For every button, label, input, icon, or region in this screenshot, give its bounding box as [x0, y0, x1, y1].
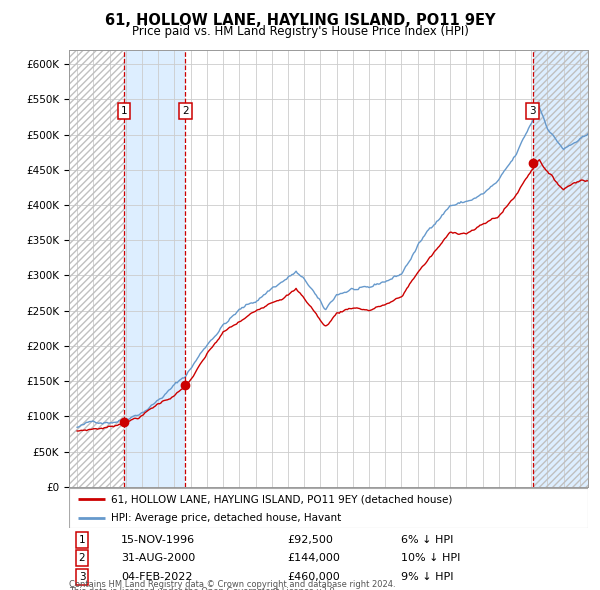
- FancyBboxPatch shape: [69, 488, 588, 528]
- Text: 31-AUG-2000: 31-AUG-2000: [121, 553, 195, 563]
- Text: 04-FEB-2022: 04-FEB-2022: [121, 572, 193, 582]
- Text: HPI: Average price, detached house, Havant: HPI: Average price, detached house, Hava…: [110, 513, 341, 523]
- Text: 1: 1: [121, 106, 127, 116]
- Text: 10% ↓ HPI: 10% ↓ HPI: [401, 553, 461, 563]
- Text: 3: 3: [529, 106, 536, 116]
- Text: Contains HM Land Registry data © Crown copyright and database right 2024.: Contains HM Land Registry data © Crown c…: [69, 581, 395, 589]
- Text: £460,000: £460,000: [287, 572, 340, 582]
- Text: 15-NOV-1996: 15-NOV-1996: [121, 535, 195, 545]
- Text: 2: 2: [79, 553, 85, 563]
- Text: 61, HOLLOW LANE, HAYLING ISLAND, PO11 9EY (detached house): 61, HOLLOW LANE, HAYLING ISLAND, PO11 9E…: [110, 494, 452, 504]
- Bar: [533, 50, 588, 487]
- Text: 61, HOLLOW LANE, HAYLING ISLAND, PO11 9EY: 61, HOLLOW LANE, HAYLING ISLAND, PO11 9E…: [105, 13, 495, 28]
- Text: 1: 1: [79, 535, 85, 545]
- Bar: [533, 50, 588, 487]
- Text: £92,500: £92,500: [287, 535, 333, 545]
- Text: Price paid vs. HM Land Registry's House Price Index (HPI): Price paid vs. HM Land Registry's House …: [131, 25, 469, 38]
- Text: £144,000: £144,000: [287, 553, 340, 563]
- Text: This data is licensed under the Open Government Licence v3.0.: This data is licensed under the Open Gov…: [69, 588, 337, 590]
- Text: 9% ↓ HPI: 9% ↓ HPI: [401, 572, 454, 582]
- Bar: [69, 50, 124, 487]
- Text: 2: 2: [182, 106, 188, 116]
- Text: 6% ↓ HPI: 6% ↓ HPI: [401, 535, 454, 545]
- Bar: [124, 50, 185, 487]
- Text: 3: 3: [79, 572, 85, 582]
